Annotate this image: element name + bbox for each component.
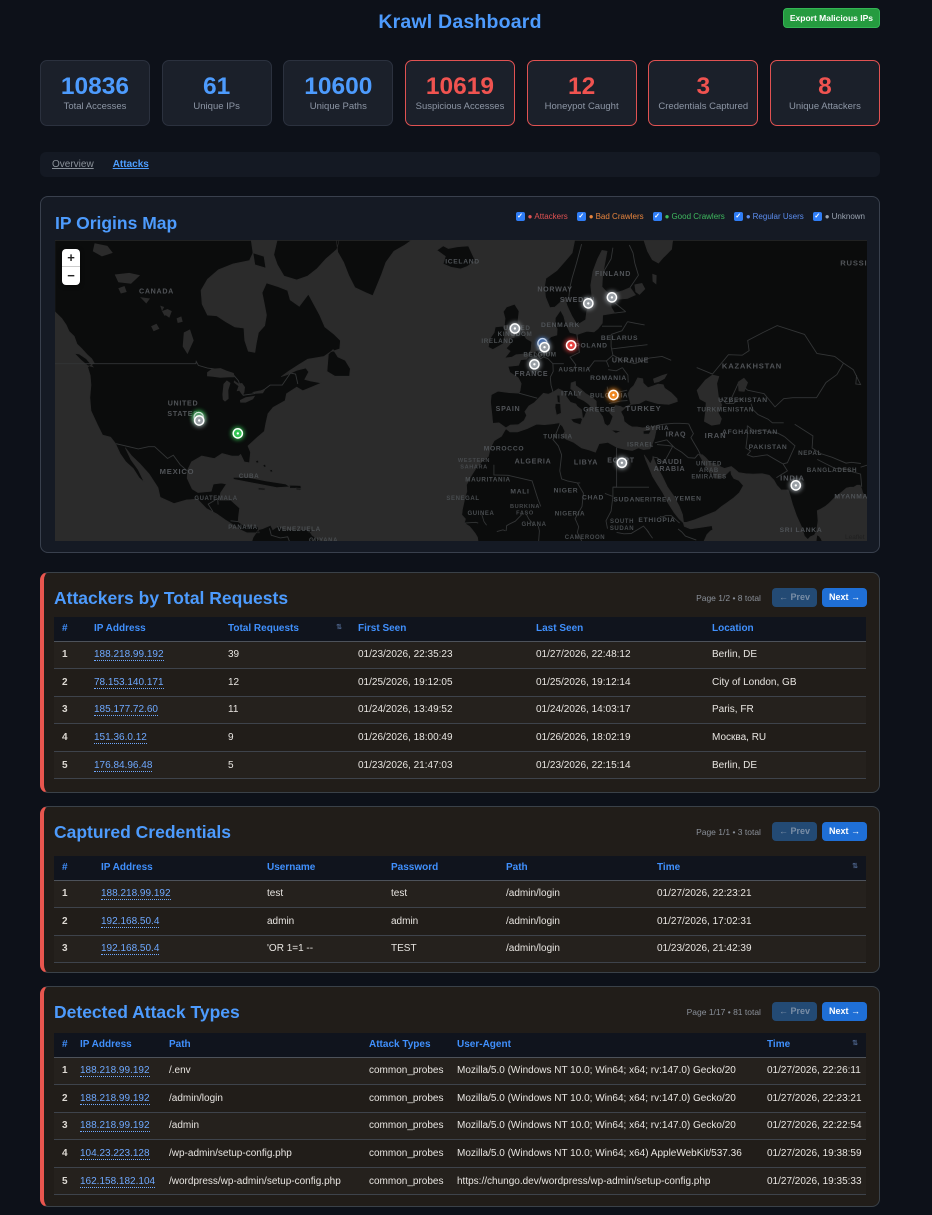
svg-text:FASO: FASO bbox=[516, 511, 534, 517]
svg-text:IRELAND: IRELAND bbox=[481, 338, 513, 345]
svg-text:BURKINA: BURKINA bbox=[510, 504, 540, 510]
svg-text:IRAQ: IRAQ bbox=[666, 431, 687, 439]
svg-text:TURKEY: TURKEY bbox=[625, 404, 661, 413]
svg-text:STATES: STATES bbox=[167, 410, 198, 418]
svg-text:GHANA: GHANA bbox=[522, 522, 547, 528]
svg-text:BANGLADESH: BANGLADESH bbox=[807, 467, 857, 474]
svg-text:MYANMAR: MYANMAR bbox=[834, 493, 867, 500]
svg-text:SAHARA: SAHARA bbox=[460, 465, 488, 471]
svg-text:INDIA: INDIA bbox=[780, 474, 805, 483]
svg-text:PANAMA: PANAMA bbox=[228, 525, 258, 531]
svg-text:NIGER: NIGER bbox=[554, 487, 579, 494]
svg-text:MAURITANIA: MAURITANIA bbox=[465, 476, 510, 483]
svg-text:UZBEKISTAN: UZBEKISTAN bbox=[718, 397, 768, 404]
svg-text:ITALY: ITALY bbox=[561, 390, 583, 397]
svg-text:GUATEMALA: GUATEMALA bbox=[194, 496, 237, 502]
svg-text:UNITED: UNITED bbox=[696, 462, 722, 468]
svg-text:SENEGAL: SENEGAL bbox=[446, 496, 479, 502]
svg-text:NORWAY: NORWAY bbox=[537, 286, 572, 294]
svg-text:SPAIN: SPAIN bbox=[496, 405, 521, 413]
svg-text:AFGHANISTAN: AFGHANISTAN bbox=[722, 429, 778, 436]
svg-text:IRAN: IRAN bbox=[705, 431, 727, 440]
svg-text:ETHIOPIA: ETHIOPIA bbox=[638, 517, 675, 524]
svg-text:CUBA: CUBA bbox=[239, 473, 260, 480]
svg-text:KAZAKHSTAN: KAZAKHSTAN bbox=[722, 362, 782, 371]
svg-text:TURKMENISTAN: TURKMENISTAN bbox=[697, 406, 754, 413]
svg-text:GUYANA: GUYANA bbox=[309, 538, 338, 541]
svg-text:AUSTRIA: AUSTRIA bbox=[558, 366, 590, 373]
svg-text:RUSSIA: RUSSIA bbox=[840, 259, 867, 268]
svg-text:UNITED: UNITED bbox=[168, 400, 199, 408]
svg-text:BELGIUM: BELGIUM bbox=[523, 351, 556, 358]
svg-text:CHAD: CHAD bbox=[582, 494, 604, 501]
svg-text:SAUDI: SAUDI bbox=[657, 458, 683, 466]
svg-text:CAMEROON: CAMEROON bbox=[565, 535, 605, 541]
svg-text:ALGERIA: ALGERIA bbox=[515, 458, 552, 466]
svg-text:EMIRATES: EMIRATES bbox=[691, 475, 726, 481]
svg-text:SUDAN: SUDAN bbox=[613, 496, 640, 503]
svg-text:ROMANIA: ROMANIA bbox=[590, 375, 627, 382]
svg-text:SOUTH: SOUTH bbox=[610, 519, 634, 525]
svg-text:ISRAEL: ISRAEL bbox=[627, 441, 654, 448]
svg-text:FINLAND: FINLAND bbox=[595, 270, 631, 278]
svg-text:ARABIA: ARABIA bbox=[654, 465, 686, 473]
svg-text:MALI: MALI bbox=[510, 488, 529, 495]
svg-text:COLOMBIA: COLOMBIA bbox=[255, 540, 294, 541]
svg-text:VENEZUELA: VENEZUELA bbox=[277, 526, 321, 533]
svg-text:GREECE: GREECE bbox=[583, 406, 615, 413]
svg-text:POLAND: POLAND bbox=[575, 342, 607, 349]
svg-text:DENMARK: DENMARK bbox=[541, 322, 580, 329]
svg-text:ICELAND: ICELAND bbox=[445, 258, 480, 265]
svg-text:Leaflet: Leaflet bbox=[845, 534, 865, 541]
svg-text:SWEDEN: SWEDEN bbox=[560, 296, 595, 304]
svg-text:YEMEN: YEMEN bbox=[674, 495, 701, 502]
svg-text:MOROCCO: MOROCCO bbox=[484, 445, 525, 452]
svg-text:NEPAL: NEPAL bbox=[798, 450, 822, 457]
svg-text:UKRAINE: UKRAINE bbox=[612, 357, 649, 365]
svg-text:GUINEA: GUINEA bbox=[468, 511, 495, 517]
svg-text:WESTERN: WESTERN bbox=[458, 458, 490, 464]
svg-text:SUDAN: SUDAN bbox=[610, 526, 634, 532]
svg-text:ARAB: ARAB bbox=[699, 468, 719, 474]
svg-text:NIGERIA: NIGERIA bbox=[555, 510, 585, 517]
svg-text:FRANCE: FRANCE bbox=[515, 370, 549, 378]
svg-text:SRI LANKA: SRI LANKA bbox=[780, 527, 823, 534]
svg-text:PAKISTAN: PAKISTAN bbox=[749, 444, 788, 451]
svg-text:BELARUS: BELARUS bbox=[601, 335, 638, 342]
svg-text:MEXICO: MEXICO bbox=[160, 467, 195, 476]
svg-text:LIBYA: LIBYA bbox=[574, 459, 598, 467]
svg-text:SYRIA: SYRIA bbox=[646, 425, 670, 432]
svg-text:ERITREA: ERITREA bbox=[640, 496, 672, 503]
svg-text:CANADA: CANADA bbox=[139, 288, 174, 296]
svg-text:TUNISIA: TUNISIA bbox=[543, 433, 572, 440]
